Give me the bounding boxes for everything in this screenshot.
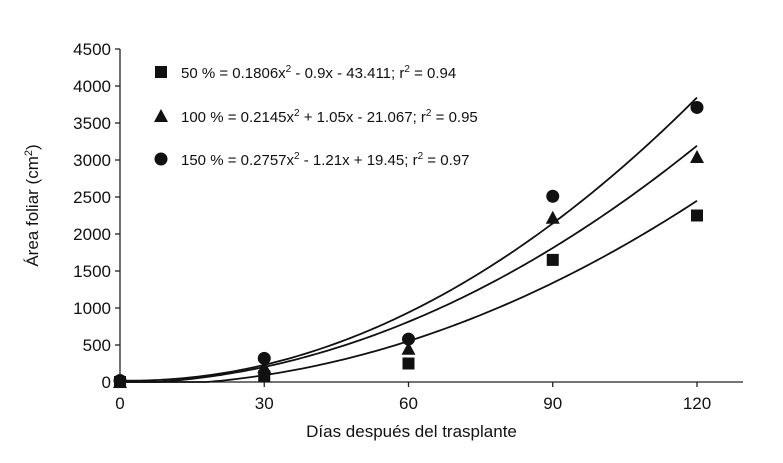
point-square xyxy=(546,253,559,266)
y-tick-label: 3000 xyxy=(73,151,111,170)
y-tick-label: 4000 xyxy=(73,77,111,96)
y-tick-label: 0 xyxy=(102,373,111,392)
x-axis-title: Días después del trasplante xyxy=(306,422,517,441)
x-tick-label: 90 xyxy=(543,394,562,413)
y-tick-label: 4500 xyxy=(73,40,111,59)
fit-curve-square xyxy=(120,200,698,383)
x-tick-label: 0 xyxy=(115,394,124,413)
point-triangle xyxy=(545,210,560,224)
legend-marker-square xyxy=(155,66,167,78)
point-square xyxy=(402,357,415,370)
y-tick-label: 500 xyxy=(83,336,111,355)
y-tick-label: 1500 xyxy=(73,262,111,281)
y-axis-title: Área foliar (cm2) xyxy=(23,144,42,266)
x-tick-label: 30 xyxy=(255,394,274,413)
fit-curve-circle xyxy=(119,96,698,382)
axes: 0 500 1000 1500 2000 2500 3000 3500 4000 4500 0 30 6… xyxy=(73,40,743,413)
x-tick-label: 60 xyxy=(399,394,418,413)
legend-marker-circle xyxy=(154,152,168,166)
point-circle xyxy=(402,332,415,346)
point-square xyxy=(691,209,703,222)
point-circle xyxy=(257,351,271,365)
legend-label: 150 % = 0.2757x2 - 1.21x + 19.45; r2 = 0… xyxy=(181,151,469,169)
point-triangle xyxy=(690,150,704,164)
y-tick-label: 3500 xyxy=(73,114,111,133)
fit-curve-triangle xyxy=(120,144,698,383)
legend: 50 % = 0.1806x2 - 0.9x - 43.411; r2 = 0.… xyxy=(154,64,478,169)
legend-marker-triangle xyxy=(154,109,168,122)
point-triangle xyxy=(257,360,272,374)
y-tick-label: 2000 xyxy=(73,225,111,244)
y-tick-label: 1000 xyxy=(73,299,111,318)
y-tick-label: 2500 xyxy=(73,188,111,207)
point-circle xyxy=(546,189,560,203)
x-tick-label: 120 xyxy=(683,394,711,413)
legend-label: 100 % = 0.2145x2 + 1.05x - 21.067; r2 = … xyxy=(181,108,478,126)
legend-label: 50 % = 0.1806x2 - 0.9x - 43.411; r2 = 0.… xyxy=(181,64,456,82)
point-circle xyxy=(690,100,704,114)
point-triangle xyxy=(401,341,416,355)
point-circle xyxy=(113,374,127,388)
data-markers xyxy=(113,100,704,388)
